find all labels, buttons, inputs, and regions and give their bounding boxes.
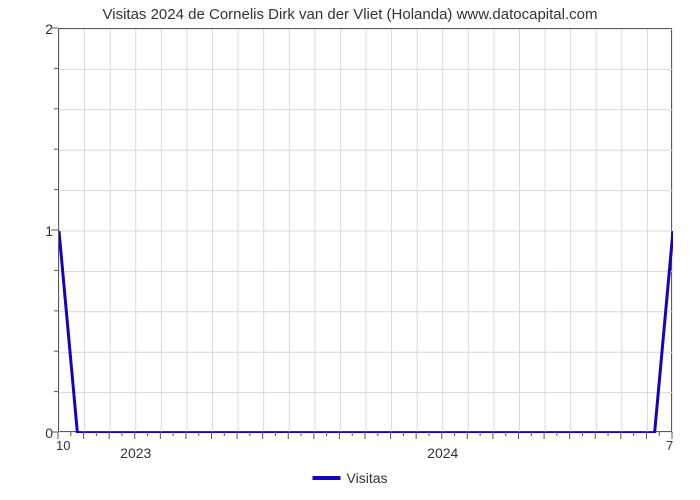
y-tick-label: 0	[45, 425, 53, 441]
corner-bottom-right: 7	[666, 438, 673, 453]
chart-title: Visitas 2024 de Cornelis Dirk van der Vl…	[0, 6, 700, 23]
legend-label: Visitas	[347, 470, 388, 486]
y-tick-label: 2	[45, 21, 53, 37]
legend: Visitas	[313, 470, 388, 486]
x-tick-label: 2024	[427, 445, 458, 461]
chart-container: { "chart": { "type": "line", "title": "V…	[0, 0, 700, 500]
corner-bottom-left: 10	[56, 438, 70, 453]
plot-area: 01220232024	[58, 28, 672, 432]
x-tick-label: 2023	[120, 445, 151, 461]
chart-svg	[59, 29, 673, 433]
legend-swatch	[313, 476, 341, 480]
y-tick-label: 1	[45, 223, 53, 239]
